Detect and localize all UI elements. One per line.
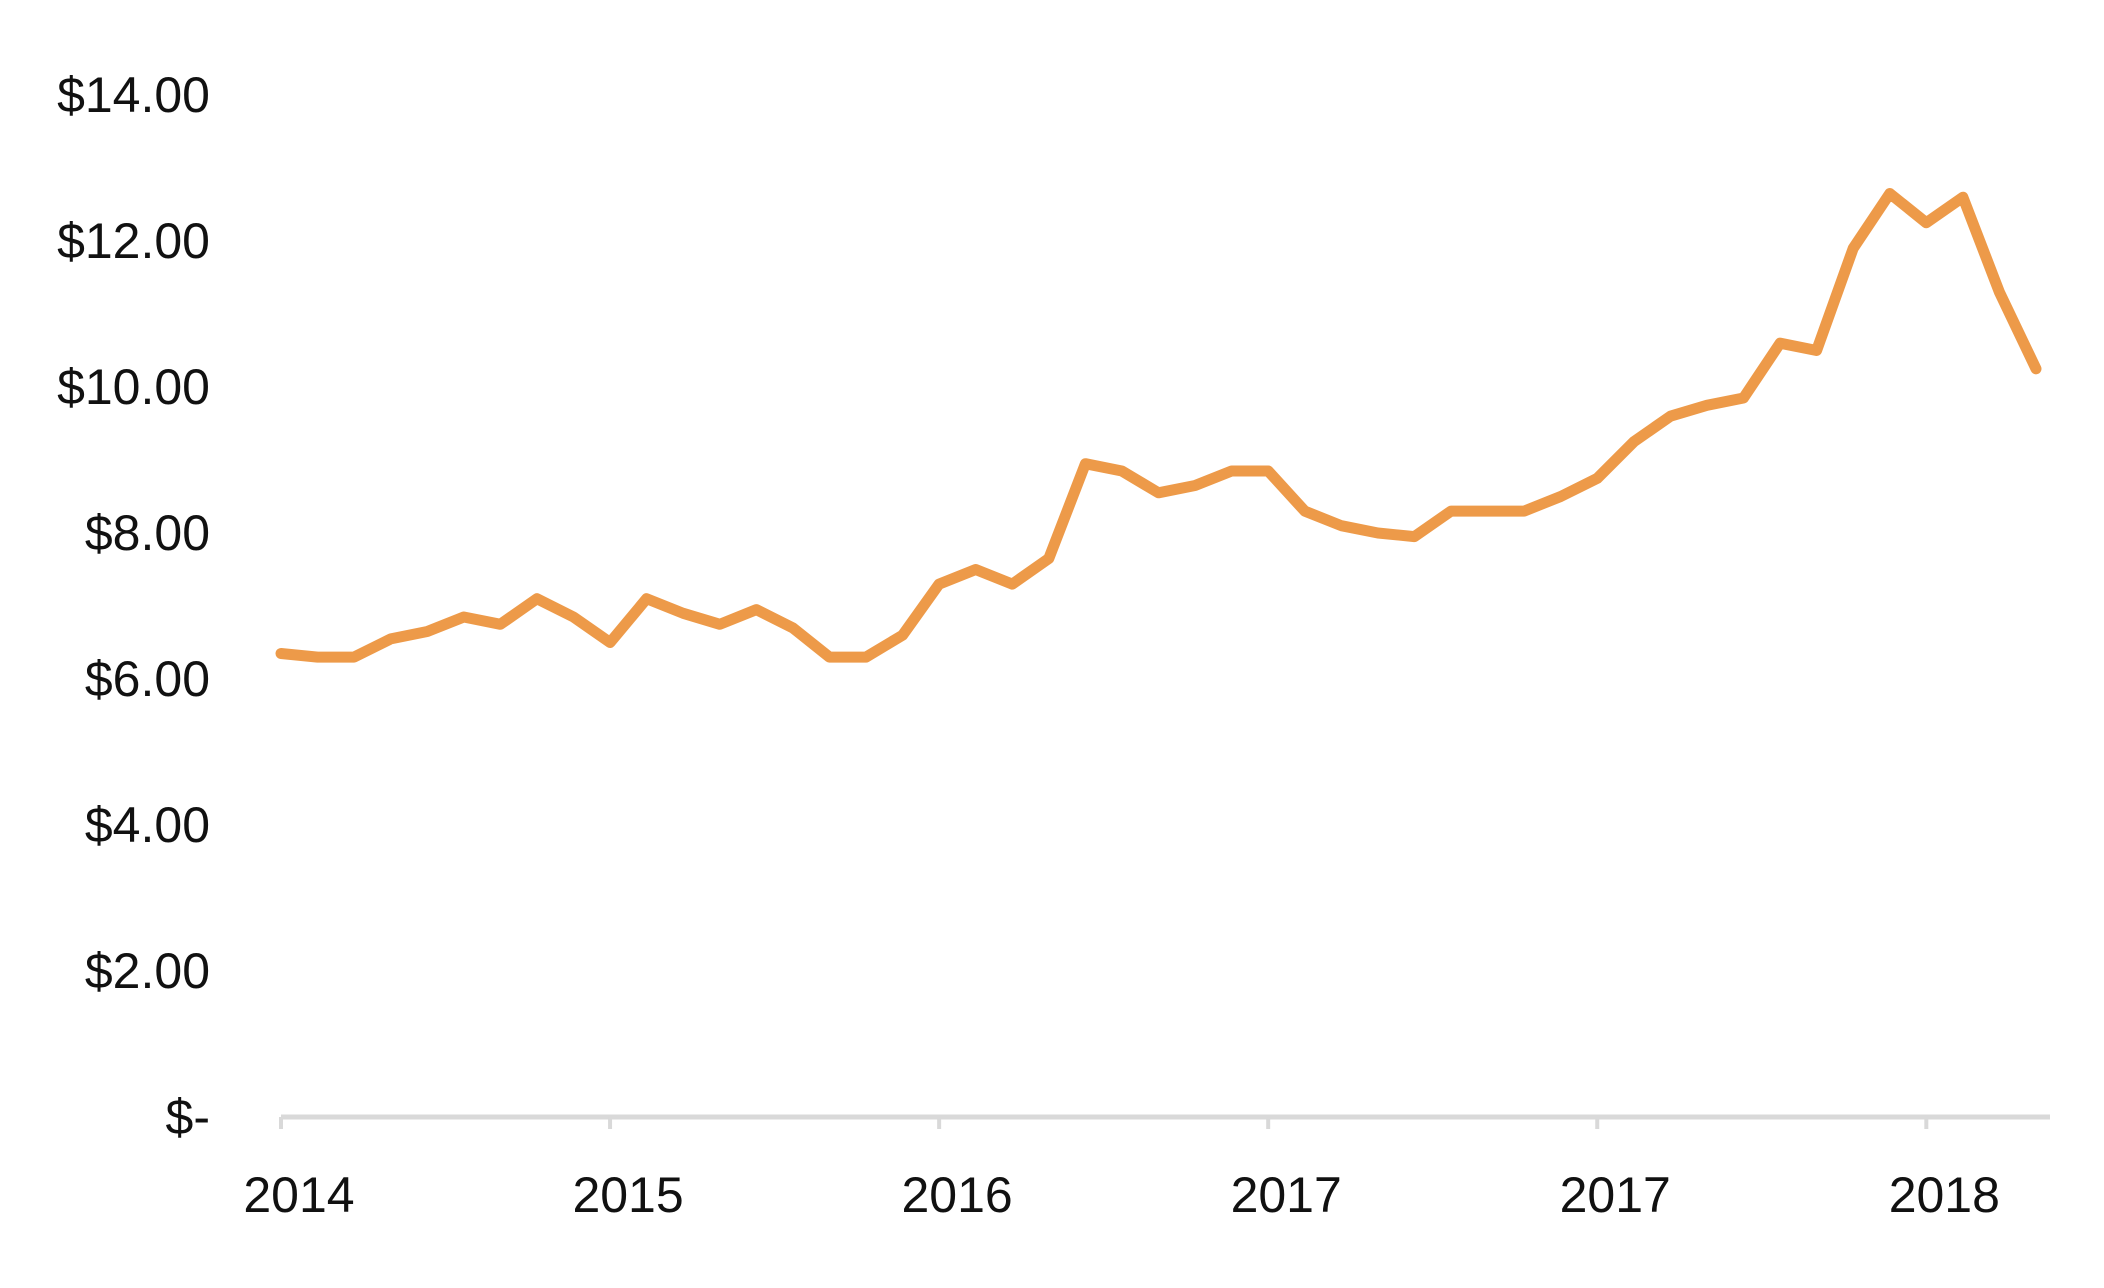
x-tick-label: 2016 bbox=[902, 1167, 1013, 1223]
x-tick-label: 2018 bbox=[1889, 1167, 2000, 1223]
y-tick-label: $12.00 bbox=[57, 213, 210, 269]
y-tick-label: $4.00 bbox=[85, 797, 210, 853]
series-layer bbox=[275, 188, 2042, 663]
x-tick-label: 2017 bbox=[1560, 1167, 1671, 1223]
x-axis bbox=[279, 1114, 2050, 1129]
y-tick-label: $10.00 bbox=[57, 359, 210, 415]
x-tick-label: 2015 bbox=[572, 1167, 683, 1223]
y-tick-label: $2.00 bbox=[85, 943, 210, 999]
x-tick-label: 2014 bbox=[243, 1167, 354, 1223]
y-tick-label: $6.00 bbox=[85, 651, 210, 707]
x-axis-tick-labels: 2014 2015 2016 2017 2017 2018 bbox=[243, 1167, 2000, 1223]
y-axis-tick-labels: $- $2.00 $4.00 $6.00 $8.00 $10.00 $12.00 $14.00 bbox=[57, 67, 210, 1145]
series-line bbox=[275, 188, 2042, 663]
x-tick-label: 2017 bbox=[1231, 1167, 1342, 1223]
y-tick-label: $14.00 bbox=[57, 67, 210, 123]
y-tick-label: $- bbox=[166, 1089, 210, 1145]
y-tick-label: $8.00 bbox=[85, 505, 210, 561]
